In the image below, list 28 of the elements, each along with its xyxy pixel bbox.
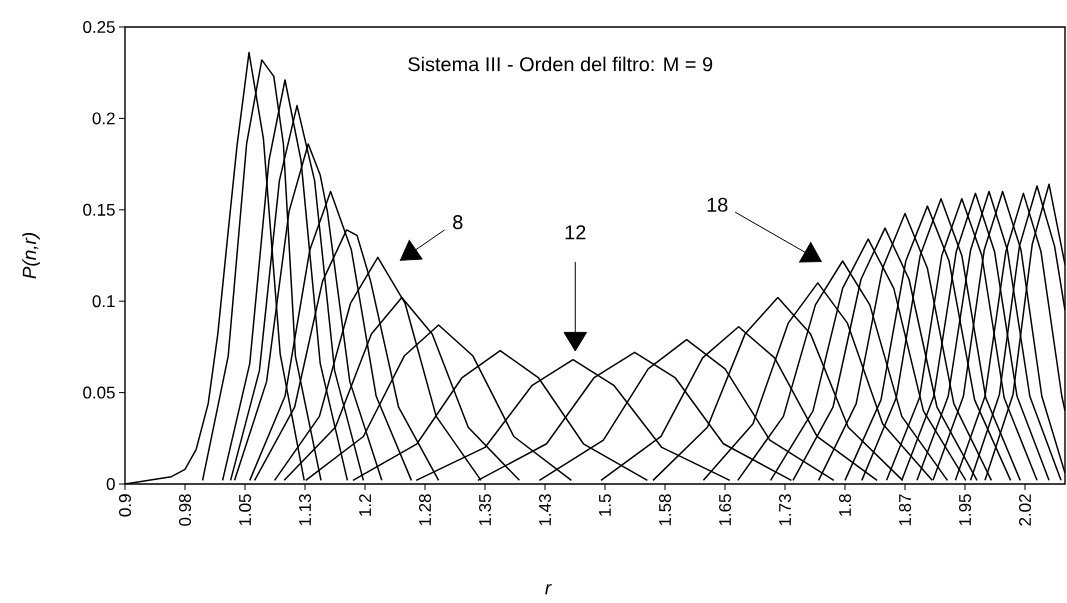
annotation: 18	[707, 197, 728, 212]
x-tick-label: 1.43	[539, 494, 552, 526]
y-tick-label: 0	[106, 478, 115, 490]
x-tick-label: 1.65	[719, 494, 732, 526]
y-tick-label: 0.05	[83, 386, 115, 399]
x-tick-label: 1.5	[599, 494, 611, 516]
x-tick-label: 1.95	[959, 494, 972, 526]
x-tick-label: 1.05	[239, 494, 251, 526]
x-tick-label: 1.73	[779, 494, 792, 526]
x-axis-title: r	[545, 584, 552, 595]
x-tick-label: 0.98	[179, 494, 191, 526]
text: Sistema III - Orden del filtro: M = 9	[408, 56, 713, 72]
x-tick-label: 0.9	[119, 494, 131, 517]
y-tick-label: 0.25	[83, 21, 115, 33]
y-tick-label: 0.1	[92, 295, 115, 308]
x-tick-label: 1.87	[899, 494, 912, 526]
annotation: 8	[453, 215, 463, 230]
x-tick-label: 1.2	[359, 494, 371, 516]
x-tick-label: 2.02	[1019, 494, 1032, 526]
x-tick-label: 1.35	[479, 494, 492, 526]
y-axis-title: P(n,r)	[22, 232, 40, 279]
x-tick-label: 1.13	[299, 494, 311, 526]
x-tick-label: 1.8	[839, 494, 852, 516]
annotation: 12	[565, 225, 586, 240]
x-tick-label: 1.28	[419, 494, 432, 526]
x-tick-label: 1.58	[659, 494, 672, 526]
y-tick-label: 0.2	[92, 112, 115, 125]
y-tick-label: 0.15	[83, 203, 115, 216]
